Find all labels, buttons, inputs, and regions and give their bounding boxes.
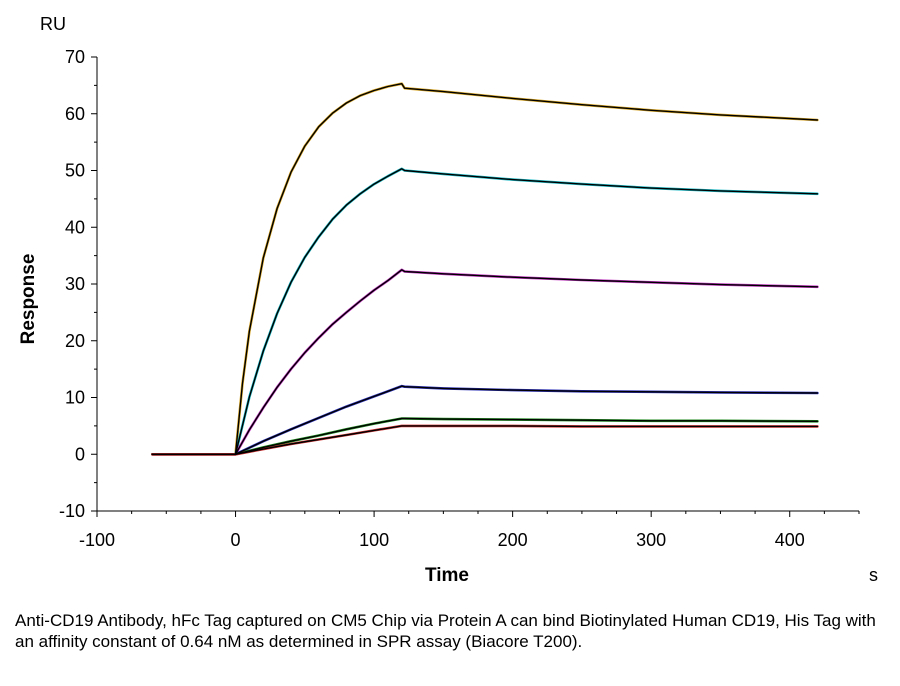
y-tick-label: 60: [65, 104, 85, 124]
x-tick-label: 100: [359, 530, 389, 550]
series-fit-line-5: [151, 417, 819, 455]
series-fit-line-6: [151, 425, 819, 455]
figure-caption: Anti-CD19 Antibody, hFc Tag captured on …: [15, 611, 876, 651]
series-fit-line-4: [151, 385, 819, 455]
y-tick-label: 50: [65, 161, 85, 181]
series-fit-line-3: [151, 269, 819, 455]
x-tick-label: 200: [498, 530, 528, 550]
x-unit-label: s: [869, 565, 878, 585]
y-tick-label: 30: [65, 274, 85, 294]
y-tick-label: 0: [75, 444, 85, 464]
x-tick-label: -100: [79, 530, 115, 550]
x-tick-label: 0: [231, 530, 241, 550]
spr-sensorgram-chart: -10 0 10 20 30 40 50 60 70 -100 0 100 200 300 400 RU s…: [18, 14, 878, 586]
y-unit-label: RU: [40, 14, 66, 34]
chart-labels: RU s Time Response: [18, 14, 878, 586]
y-tick-label: -10: [59, 501, 85, 521]
y-tick-label: 70: [65, 47, 85, 67]
series-data-line-1: [151, 82, 819, 456]
chart-series-group: [151, 82, 819, 456]
series-fit-line-2: [151, 168, 819, 455]
x-tick-label: 300: [636, 530, 666, 550]
y-axis-title: Response: [18, 254, 39, 345]
y-tick-label: 20: [65, 331, 85, 351]
y-tick-label: 40: [65, 217, 85, 237]
x-axis-title: Time: [425, 565, 469, 586]
x-tick-label: 400: [775, 530, 805, 550]
y-tick-label: 10: [65, 388, 85, 408]
series-fit-line-1: [151, 82, 819, 455]
